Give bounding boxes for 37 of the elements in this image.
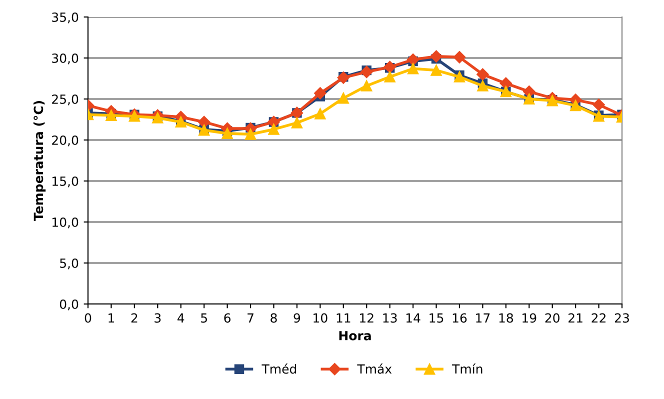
x-axis-title: Hora (339, 331, 371, 340)
y-tick-label: 20,0 (52, 135, 78, 146)
x-tick-label: 13 (383, 313, 397, 323)
x-tick-label: 1 (108, 313, 114, 323)
y-tick-label: 0,0 (60, 299, 78, 310)
x-tick-label: 21 (568, 313, 582, 323)
x-tick-label: 17 (476, 313, 490, 323)
y-tick-label: 25,0 (52, 94, 78, 106)
x-tick-label: 3 (154, 313, 161, 323)
x-tick-label: 10 (314, 313, 328, 323)
x-tick-label: 4 (178, 313, 184, 323)
y-tick-label: 15,0 (52, 176, 78, 188)
legend-label: Tmáx (357, 364, 392, 374)
y-tick-label: 5,0 (60, 258, 78, 270)
legend-label: Tmín (452, 364, 482, 374)
x-tick-label: 0 (84, 313, 92, 323)
y-tick-label: 30,0 (52, 53, 78, 64)
x-tick-label: 11 (336, 313, 350, 323)
x-tick-label: 5 (201, 313, 207, 323)
x-tick-label: 22 (592, 313, 606, 323)
x-tick-label: 18 (499, 313, 514, 323)
x-tick-label: 9 (294, 313, 300, 323)
x-tick-label: 23 (614, 313, 629, 323)
x-tick-label: 16 (452, 313, 467, 323)
legend-label: Tméd (262, 364, 296, 374)
x-tick-label: 12 (360, 313, 374, 323)
x-tick-label: 15 (430, 313, 444, 323)
x-tick-label: 14 (406, 313, 420, 323)
x-tick-label: 7 (248, 313, 254, 323)
x-tick-label: 8 (270, 313, 277, 323)
y-tick-label: 35,0 (52, 12, 78, 24)
y-tick-label: 10,0 (52, 217, 78, 228)
x-tick-label: 2 (131, 313, 138, 323)
x-tick-label: 6 (224, 313, 230, 323)
y-axis-title: Temperatura (°C) (34, 101, 46, 221)
x-tick-label: 20 (545, 313, 560, 323)
x-tick-label: 19 (522, 313, 536, 323)
